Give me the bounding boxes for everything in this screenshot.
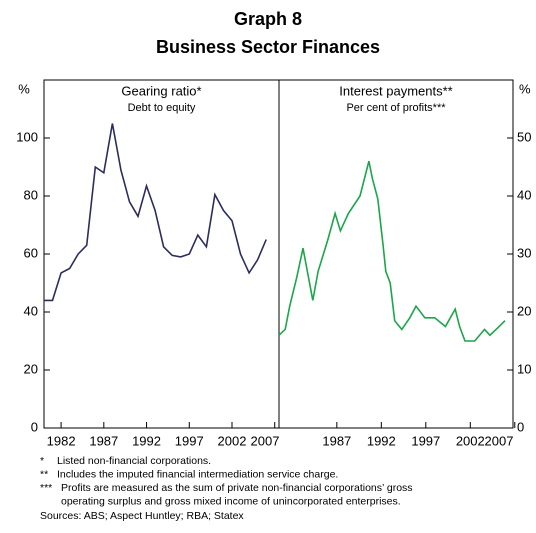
note-marker: ***	[40, 482, 52, 494]
figure-title: Graph 8	[234, 9, 302, 29]
y-tick-label: 40	[24, 303, 38, 318]
y-tick-label: 50	[517, 129, 531, 144]
panel-title: Interest payments**	[339, 83, 452, 98]
y-tick-label: 30	[517, 245, 531, 260]
sources: Sources: ABS; Aspect Huntley; RBA; State…	[40, 510, 244, 522]
y-tick-label: 0	[31, 419, 38, 434]
y-unit: %	[519, 81, 531, 96]
y-tick-label: 20	[517, 303, 531, 318]
panel-subtitle: Per cent of profits***	[346, 102, 446, 114]
x-tick-label: 1997	[175, 433, 204, 448]
y-tick-label: 80	[24, 187, 38, 202]
y-tick-label: 40	[517, 187, 531, 202]
x-tick-label: 1992	[367, 433, 396, 448]
panel-title: Gearing ratio*	[121, 83, 201, 98]
panel-subtitle: Debt to equity	[128, 102, 196, 114]
y-tick-label: 0	[517, 419, 524, 434]
data-line	[44, 123, 267, 302]
y-tick-label: 20	[24, 361, 38, 376]
note-text: Profits are measured as the sum of priva…	[61, 482, 413, 494]
note-text: Includes the imputed financial intermedi…	[57, 468, 338, 480]
x-tick-label: 1987	[322, 433, 351, 448]
y-tick-label: 100	[16, 129, 38, 144]
x-tick-label: 1992	[132, 433, 161, 448]
x-tick-label: 2002	[456, 433, 485, 448]
x-tick-label: 2002	[218, 433, 247, 448]
note-text: Listed non-financial corporations.	[57, 455, 211, 467]
x-tick-label: 1987	[89, 433, 118, 448]
y-unit: %	[18, 81, 30, 96]
note-text: operating surplus and gross mixed income…	[61, 495, 401, 507]
y-tick-label: 10	[517, 361, 531, 376]
note-marker: **	[40, 468, 48, 480]
note-marker: *	[40, 455, 44, 467]
data-line	[278, 161, 506, 342]
x-tick-label: 2007	[485, 433, 514, 448]
y-tick-label: 60	[24, 245, 38, 260]
figure-subtitle: Business Sector Finances	[156, 37, 380, 57]
x-tick-label: 1997	[411, 433, 440, 448]
x-tick-label: 1982	[47, 433, 76, 448]
x-tick-label: 2007	[251, 433, 280, 448]
